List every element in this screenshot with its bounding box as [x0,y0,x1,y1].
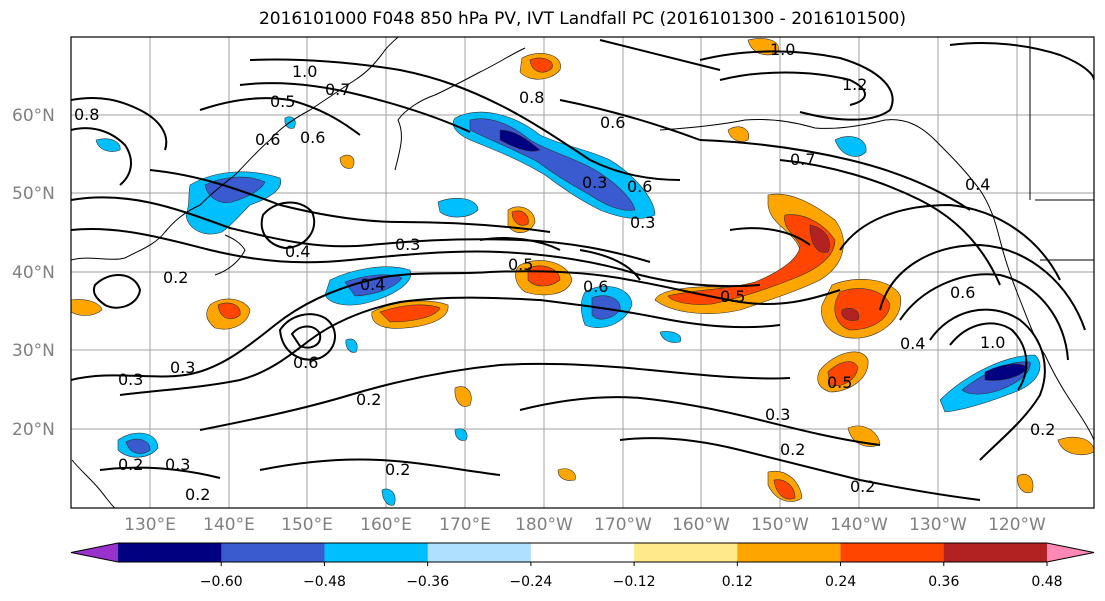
contour-label: 0.3 [630,213,655,232]
colorbar-tick-label: 0.36 [928,574,959,590]
contour-label: 0.3 [582,173,607,192]
lon-label: 130°E [124,515,176,535]
lon-label: 160°W [672,515,730,535]
colorbar-segment [324,543,429,562]
lon-label: 170°E [439,515,491,535]
contour-label: 1.0 [980,333,1005,352]
lon-label: 150°E [281,515,333,535]
contour-labels: 1.0 0.7 0.8 0.6 0.5 0.6 0.4 0.3 0.2 0.4 … [74,40,1055,504]
lon-label: 170°W [594,515,652,535]
colorbar-tick-label: −0.48 [303,574,346,590]
contour-label: 0.8 [519,88,544,107]
colorbar-tick-label: −0.60 [200,574,243,590]
contour-label: 0.5 [827,373,852,392]
contour-label: 0.2 [780,440,805,459]
contour-label: 0.7 [790,150,815,169]
colorbar-segment [840,543,945,562]
contour-label: 0.4 [360,275,385,294]
colorbar-tick-label: −0.36 [406,574,449,590]
contour-label: 0.4 [285,242,310,261]
lon-label: 140°W [830,515,888,535]
lon-label: 150°W [751,515,809,535]
lat-label: 50°N [12,184,55,204]
contour-label: 0.5 [270,92,295,111]
lat-label: 60°N [12,106,55,126]
contour-label: 0.4 [965,175,990,194]
contour-label: 0.4 [900,334,925,353]
contour-label: 0.2 [163,268,188,287]
colorbar-segment [943,543,1048,562]
contour-label: 0.2 [850,477,875,496]
contour-label: 0.3 [165,455,190,474]
map-title: 2016101000 F048 850 hPa PV, IVT Landfall… [258,9,906,29]
contour-label: 0.6 [300,128,325,147]
shaded-anomalies [71,38,1094,506]
contour-label: 0.8 [74,105,99,124]
contour-label: 0.6 [293,353,318,372]
contour-label: 0.3 [395,235,420,254]
pv-contours [71,39,1094,501]
colorbar-tick-label: 0.24 [825,574,856,590]
contour-label: 0.5 [508,255,533,274]
contour-label: 0.2 [1030,420,1055,439]
lat-label: 20°N [12,420,55,440]
colorbar-segment [737,543,842,562]
lon-label: 120°W [988,515,1046,535]
contour-label: 0.6 [600,113,625,132]
latitude-axis: 60°N 50°N 40°N 30°N 20°N [12,106,55,440]
longitude-axis: 130°E 140°E 150°E 160°E 170°E 180°W 170°… [124,515,1046,535]
lon-label: 180°W [515,515,573,535]
contour-label: 0.2 [118,455,143,474]
contour-label: 1.2 [842,75,867,94]
contour-label: 0.3 [170,358,195,377]
lon-label: 160°E [360,515,412,535]
colorbar-extend-high [1047,543,1094,562]
colorbar-segment [634,543,738,562]
colorbar: −0.60 −0.48 −0.36 −0.24 −0.12 0.12 0.24 0.36 0.4… [70,542,1095,590]
colorbar-segment [221,543,325,562]
lon-label: 130°W [909,515,967,535]
colorbar-tick-label: 0.12 [722,574,753,590]
colorbar-tick-label: −0.12 [613,574,656,590]
contour-label: 0.2 [356,390,381,409]
contour-label: 0.2 [385,460,410,479]
colorbar-tick-label: −0.24 [509,574,552,590]
colorbar-segment [427,543,532,562]
lat-label: 40°N [12,263,55,283]
contour-label: 1.0 [770,40,795,59]
colorbar-outline [70,542,1095,563]
contour-label: 0.6 [255,130,280,149]
colorbar-segment [118,543,222,562]
colorbar-extend-low [71,543,118,562]
contour-label: 0.7 [325,80,350,99]
contour-label: 0.2 [185,485,210,504]
contour-label: 1.0 [292,62,317,81]
contour-label: 0.5 [720,287,745,306]
lon-label: 140°E [203,515,255,535]
contour-label: 0.6 [950,283,975,302]
colorbar-tick-label: 0.48 [1031,574,1062,590]
contour-label: 0.6 [583,277,608,296]
lat-label: 30°N [12,341,55,361]
colorbar-segment [530,543,635,562]
map-frame [70,36,1095,509]
contour-label: 0.3 [765,405,790,424]
contour-label: 0.6 [627,177,652,196]
contour-label: 0.3 [118,370,143,389]
